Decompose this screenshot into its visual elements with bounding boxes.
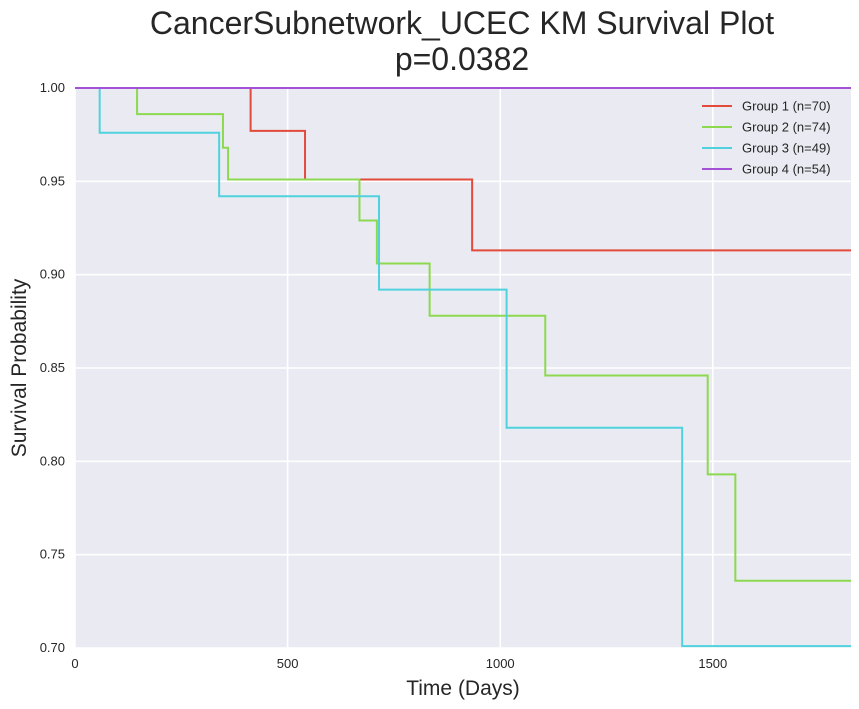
series-layer — [75, 87, 851, 648]
legend-entry: Group 2 (n=74) — [742, 120, 831, 135]
legend: Group 1 (n=70) Group 2 (n=74) Group 3 (n=4… — [702, 99, 831, 177]
x-axis-label: Time (Days) — [406, 677, 520, 700]
tick-labels: 0 500 1000 1500 0.70 0.75 0.80 0.85 0.90 0.95 1.00 — [40, 80, 728, 671]
y-tick-label: 0.85 — [40, 360, 65, 375]
legend-entry: Group 3 (n=49) — [742, 141, 831, 156]
y-tick-label: 0.70 — [40, 640, 65, 655]
chart-subtitle: p=0.0382 — [395, 41, 529, 77]
x-tick-label: 500 — [277, 656, 299, 671]
y-tick-label: 0.95 — [40, 173, 65, 188]
chart-title: CancerSubnetwork_UCEC KM Survival Plot — [150, 5, 774, 41]
y-tick-label: 0.80 — [40, 453, 65, 468]
y-tick-label: 1.00 — [40, 80, 65, 95]
x-tick-label: 0 — [71, 656, 78, 671]
y-tick-label: 0.90 — [40, 267, 65, 282]
x-tick-label: 1000 — [486, 656, 515, 671]
y-axis-label: Survival Probability — [8, 278, 31, 457]
y-tick-label: 0.75 — [40, 547, 65, 562]
legend-entry: Group 1 (n=70) — [742, 99, 831, 114]
x-tick-label: 1500 — [698, 656, 727, 671]
series-line-group-2 — [75, 87, 851, 582]
series-line-group-1 — [75, 87, 851, 252]
series-line-group-3 — [75, 87, 851, 648]
legend-entry: Group 4 (n=54) — [742, 162, 831, 177]
